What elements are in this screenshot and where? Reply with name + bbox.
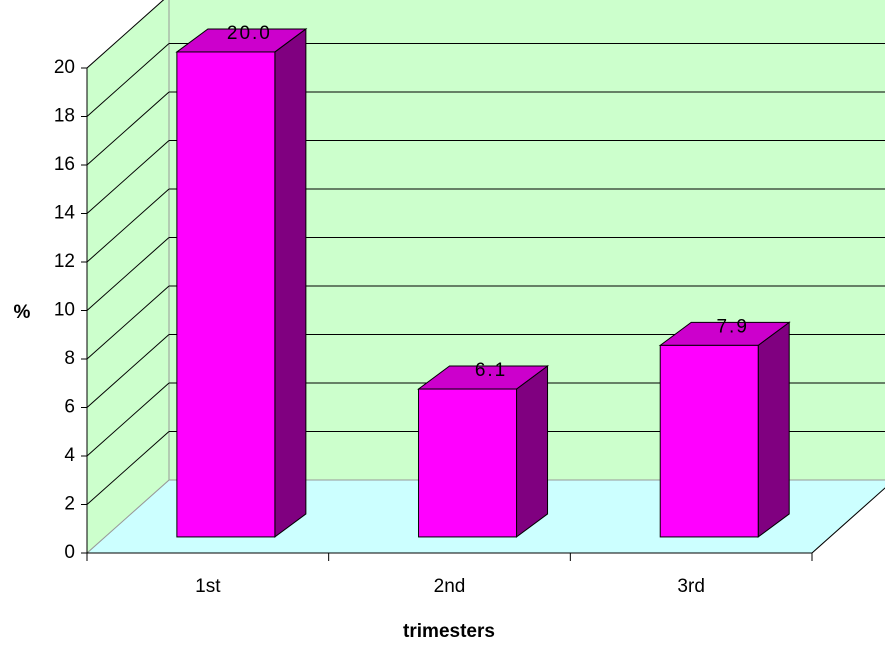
grid-line: [86, 188, 170, 263]
grid-line: [86, 237, 170, 311]
y-tick-label: 20: [54, 57, 75, 78]
y-tick-label: 14: [54, 203, 76, 224]
bar: [659, 344, 759, 538]
value-label: 6.1: [475, 360, 507, 381]
x-tick-label: 2nd: [434, 576, 466, 597]
x-tick-label: 1st: [195, 576, 221, 597]
grid-line: [86, 382, 170, 457]
bar-side: [516, 365, 549, 538]
y-tick-label: 2: [64, 494, 75, 515]
grid-line: [86, 140, 170, 214]
bar: [176, 51, 276, 538]
grid-line: [86, 334, 170, 408]
grid-line: [86, 43, 170, 117]
value-label: 7.9: [716, 316, 748, 337]
grid-line: [86, 285, 170, 360]
x-tick-label: 3rd: [677, 576, 704, 597]
grid-line: [86, 91, 170, 166]
y-tick-label: 4: [64, 445, 75, 466]
grid-line: [86, 431, 170, 505]
bar-side: [757, 321, 790, 538]
y-tick-label: 6: [64, 397, 75, 418]
value-label: 20.0: [227, 23, 272, 44]
y-tick-label: 12: [54, 251, 75, 272]
y-tick-label: 10: [54, 300, 75, 321]
x-axis-label: trimesters: [403, 621, 495, 642]
bar: [418, 388, 518, 538]
y-axis-label: %: [14, 302, 31, 323]
y-tick-label: 8: [64, 348, 75, 369]
grid-line: [86, 0, 165, 69]
y-tick-label: 18: [54, 106, 75, 127]
y-tick-label: 16: [54, 154, 75, 175]
y-tick-label: 0: [64, 542, 75, 563]
side-wall: [86, 0, 170, 555]
bar-side: [274, 27, 307, 538]
floor-edge: [811, 487, 885, 554]
